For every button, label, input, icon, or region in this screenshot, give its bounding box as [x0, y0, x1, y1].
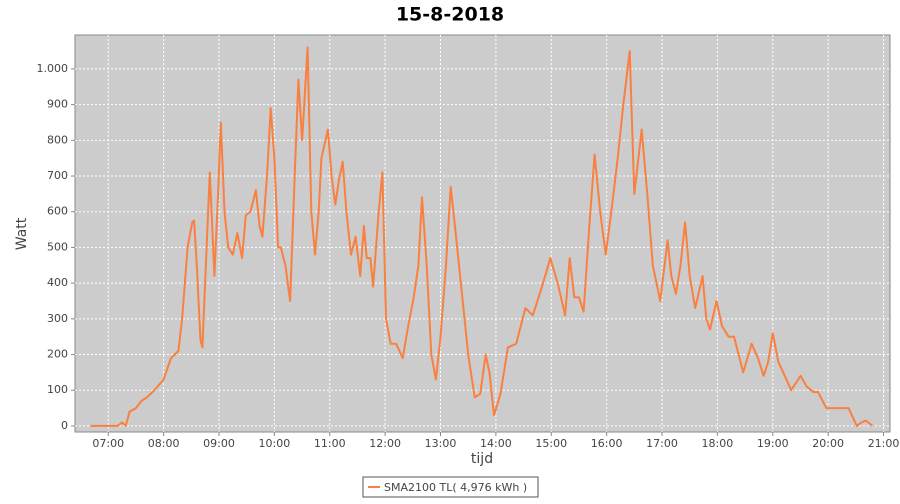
x-tick-label: 15:00 — [535, 437, 567, 450]
y-tick-label: 600 — [47, 205, 68, 218]
x-tick-label: 14:00 — [480, 437, 512, 450]
y-tick-label: 300 — [47, 312, 68, 325]
legend — [362, 476, 539, 498]
x-tick-label: 11:00 — [314, 437, 346, 450]
x-tick-label: 20:00 — [812, 437, 844, 450]
x-tick-label: 10:00 — [259, 437, 291, 450]
y-tick-label: 1.000 — [37, 62, 69, 75]
x-tick-label: 12:00 — [369, 437, 401, 450]
x-tick-label: 19:00 — [757, 437, 789, 450]
x-tick-label: 21:00 — [868, 437, 900, 450]
y-tick-label: 700 — [47, 169, 68, 182]
x-tick-label: 09:00 — [203, 437, 235, 450]
y-axis-label: Watt — [14, 217, 30, 250]
y-tick-label: 800 — [47, 133, 68, 146]
plot-area — [74, 34, 891, 433]
x-tick-label: 18:00 — [702, 437, 734, 450]
x-axis-label: tijd — [471, 451, 493, 467]
y-tick-label: 900 — [47, 98, 68, 111]
x-tick-label: 08:00 — [148, 437, 180, 450]
y-tick-label: 0 — [61, 419, 68, 432]
x-tick-label: 13:00 — [425, 437, 457, 450]
x-tick-label: 17:00 — [646, 437, 678, 450]
x-tick-label: 07:00 — [92, 437, 124, 450]
data-line — [90, 46, 874, 427]
y-tick-label: 500 — [47, 240, 68, 253]
chart-title: 15-8-2018 — [396, 4, 504, 26]
x-tick-label: 16:00 — [591, 437, 623, 450]
y-tick-label: 200 — [47, 348, 68, 361]
legend-label: SMA2100 TL( 4,976 kWh ) — [384, 481, 527, 494]
y-tick-label: 400 — [47, 276, 68, 289]
y-tick-label: 100 — [47, 383, 68, 396]
